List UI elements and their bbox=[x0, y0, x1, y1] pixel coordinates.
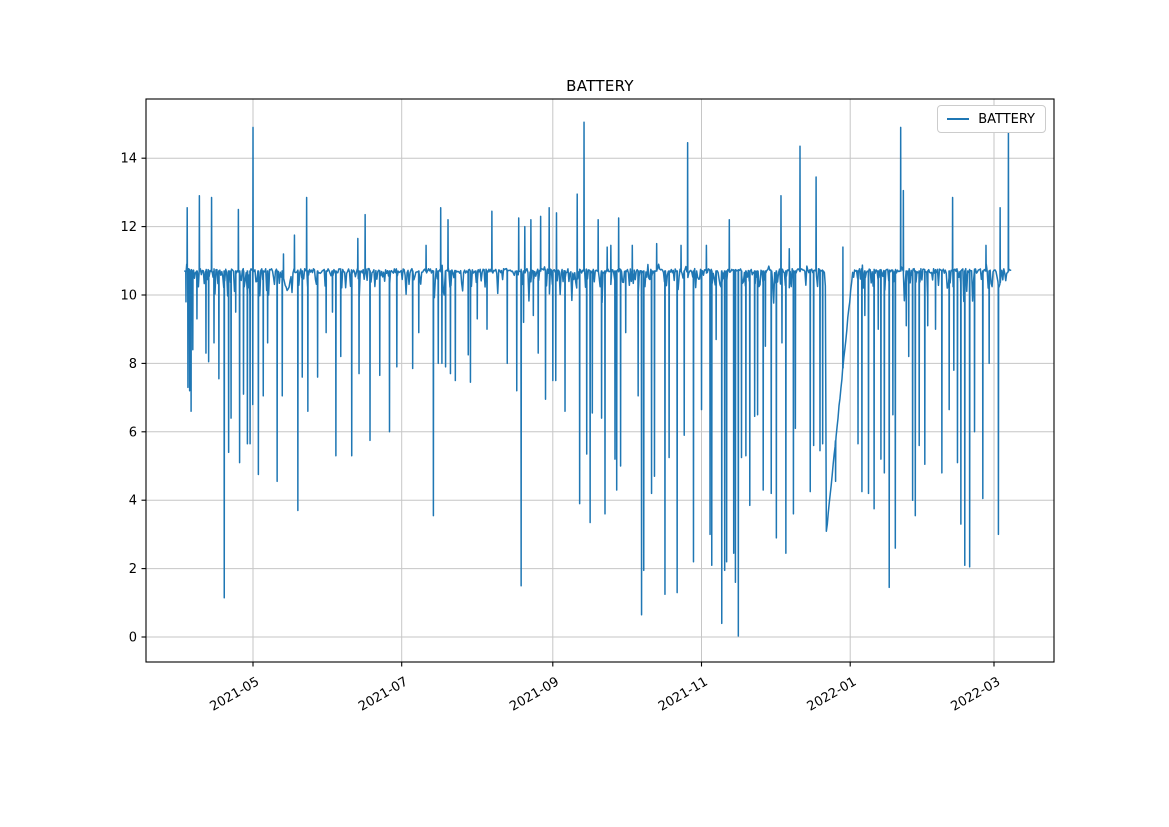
y-tick-label: 0 bbox=[129, 631, 137, 646]
x-tick-label: 2022-01 bbox=[805, 674, 860, 714]
y-tick-label: 6 bbox=[129, 425, 137, 440]
x-tick-label: 2021-07 bbox=[356, 674, 411, 714]
battery-series-line bbox=[184, 121, 1012, 637]
legend: BATTERY bbox=[937, 105, 1046, 133]
x-tick-label: 2021-11 bbox=[656, 674, 711, 714]
x-tick-label: 2021-09 bbox=[507, 674, 562, 714]
y-tick-label: 4 bbox=[129, 494, 137, 509]
y-tick-label: 12 bbox=[120, 220, 137, 235]
y-tick-label: 14 bbox=[120, 152, 137, 167]
legend-label: BATTERY bbox=[978, 111, 1035, 127]
y-tick-label: 10 bbox=[120, 288, 137, 303]
axes-spines bbox=[145, 98, 1055, 663]
chart-title: BATTERY bbox=[566, 77, 634, 95]
legend-line-sample bbox=[947, 118, 970, 120]
y-tick-label: 8 bbox=[129, 357, 137, 372]
x-tick-label: 2022-03 bbox=[948, 674, 1003, 714]
x-tick-label: 2021-05 bbox=[207, 674, 262, 714]
y-tick-label: 2 bbox=[129, 562, 137, 577]
